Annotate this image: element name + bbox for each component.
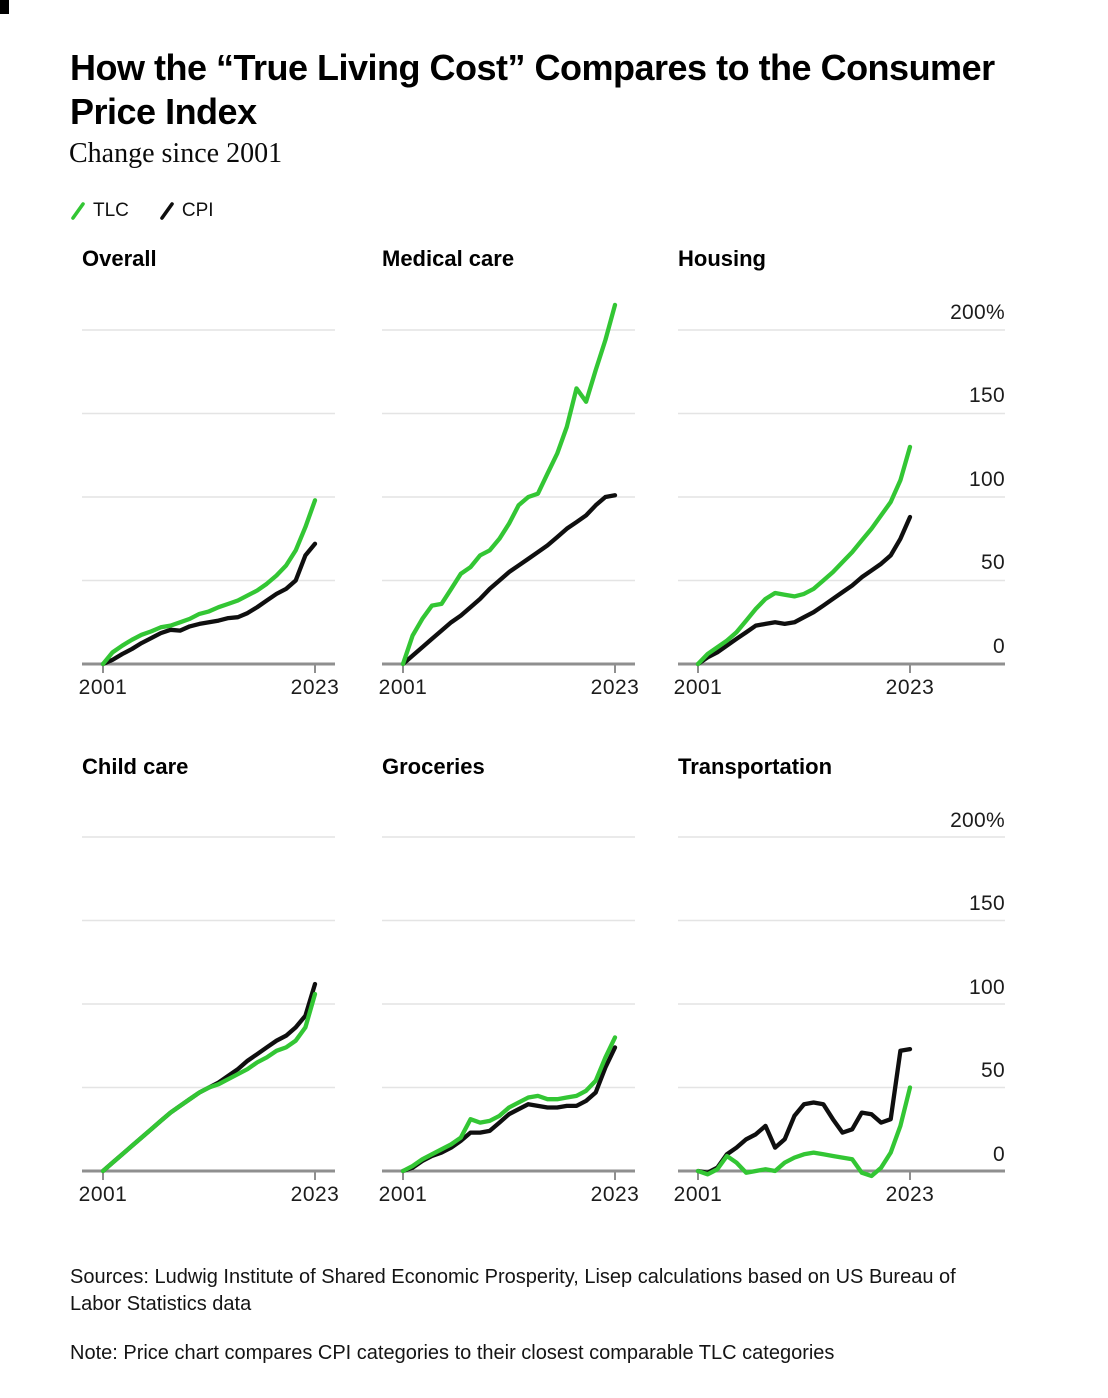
x-tick-label: 2001 (378, 676, 428, 699)
y-tick-label: 200% (950, 809, 1005, 832)
x-tick-label: 2023 (590, 1183, 640, 1206)
x-tick-label: 2023 (885, 676, 935, 699)
y-tick-label: 200% (950, 301, 1005, 324)
plot-overall (82, 329, 335, 673)
x-tick-label: 2023 (885, 1183, 935, 1206)
legend-item-tlc: TLC (70, 200, 129, 222)
y-tick-label: 100 (969, 468, 1005, 491)
chart-title-transportation: Transportation (678, 754, 833, 779)
x-tick-label: 2001 (673, 1183, 723, 1206)
legend-label-tlc: TLC (93, 200, 129, 221)
page-subtitle: Change since 2001 (69, 138, 283, 169)
legend-label-cpi: CPI (181, 200, 214, 221)
legend-item-cpi: CPI (159, 200, 214, 222)
y-tick-label: 150 (969, 384, 1005, 407)
chart-title-child-care: Child care (82, 754, 189, 779)
x-tick-label: 2001 (78, 1183, 128, 1206)
plot-groceries (382, 836, 635, 1180)
plot-transportation (678, 836, 1005, 1180)
cpi-line-swatch-icon (160, 202, 174, 220)
chart-title-overall: Overall (82, 246, 157, 271)
footnote: Note: Price chart compares CPI categorie… (70, 1342, 835, 1364)
y-tick-label: 100 (969, 976, 1005, 999)
plot-medical-care (382, 302, 635, 673)
source-note: Sources: Ludwig Institute of Shared Econ… (70, 1266, 956, 1315)
plot-child-care (82, 836, 335, 1180)
x-tick-label: 2023 (290, 1183, 340, 1206)
tlc-line-swatch-icon (71, 202, 85, 220)
chart-title-housing: Housing (678, 246, 766, 271)
x-tick-label: 2023 (290, 676, 340, 699)
y-tick-label: 50 (981, 1059, 1005, 1082)
chart-title-groceries: Groceries (382, 754, 485, 779)
page-title: How the “True Living Cost” Compares to t… (70, 47, 995, 133)
y-tick-label: 0 (993, 1143, 1005, 1166)
y-tick-label: 50 (981, 551, 1005, 574)
chart-title-medical-care: Medical care (382, 246, 515, 271)
x-tick-label: 2023 (590, 676, 640, 699)
x-tick-label: 2001 (78, 676, 128, 699)
y-tick-label: 150 (969, 892, 1005, 915)
plot-housing (678, 329, 1005, 673)
legend: TLC CPI (70, 200, 214, 222)
corner-artifact (0, 0, 9, 14)
x-tick-label: 2001 (378, 1183, 428, 1206)
x-tick-label: 2001 (673, 676, 723, 699)
y-tick-label: 0 (993, 635, 1005, 658)
